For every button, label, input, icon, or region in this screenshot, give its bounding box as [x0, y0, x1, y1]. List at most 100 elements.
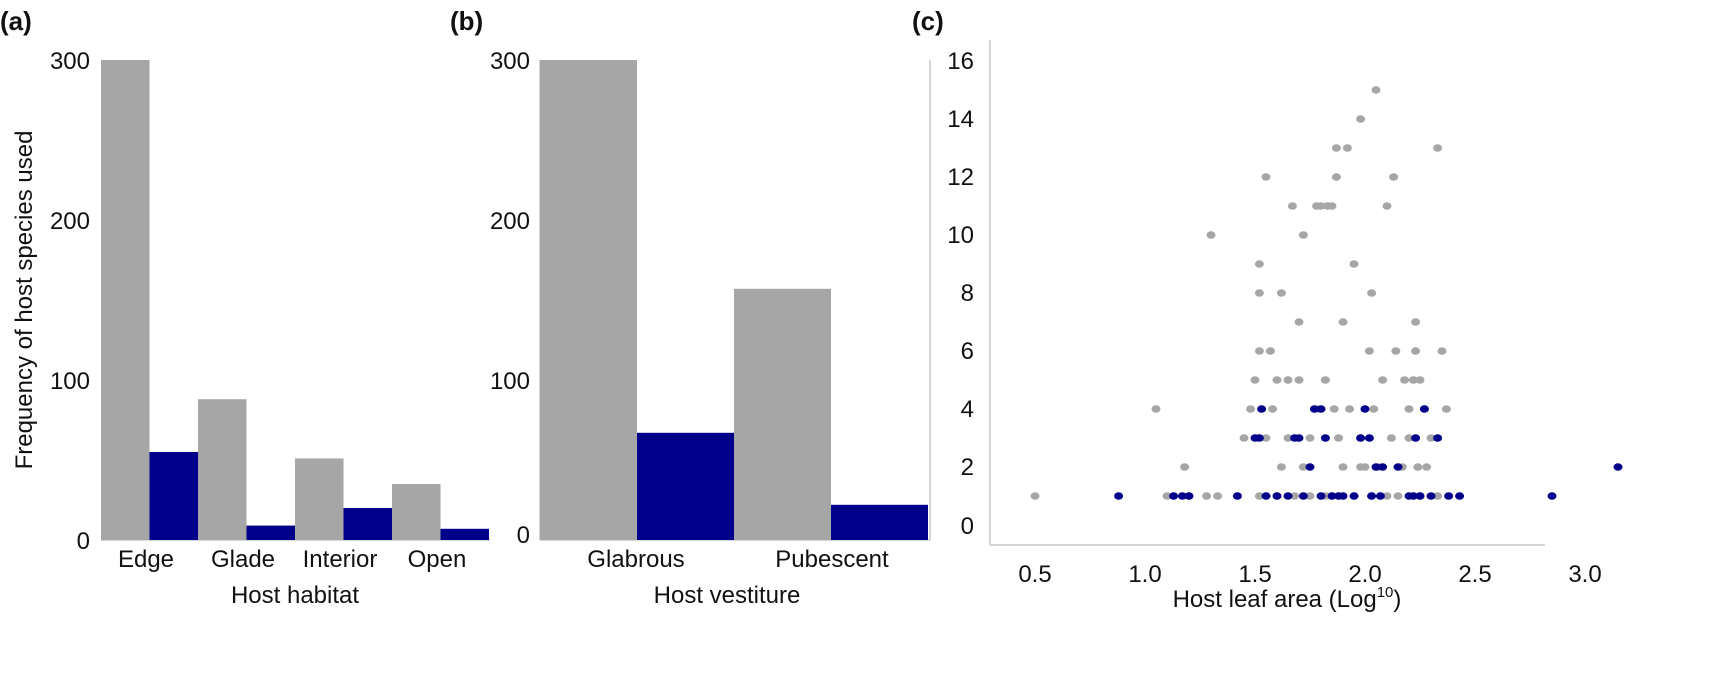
- panel-c-point-blue-24: [1360, 405, 1370, 413]
- panel-c-point-blue-27: [1371, 463, 1381, 471]
- panel-c-point-blue-32: [1408, 492, 1418, 500]
- panel-c-point-gray-63: [1386, 434, 1396, 442]
- panel-c-point-gray-15: [1254, 260, 1264, 268]
- panel-b-y-tick-0: 0: [517, 522, 530, 549]
- panel-a-y-tick-100: 100: [50, 368, 90, 395]
- panel-c-point-gray-27: [1290, 492, 1300, 500]
- panel-c-point-gray-23: [1276, 289, 1286, 297]
- panel-c-point-blue-7: [1257, 405, 1267, 413]
- panel-c-point-gray-84: [1356, 463, 1366, 471]
- panel-a-x-axis-title: Host habitat: [231, 582, 359, 609]
- panel-c-point-gray-29: [1294, 318, 1304, 326]
- panel-c-point-gray-77: [1422, 463, 1432, 471]
- panel-c-point-gray-46: [1338, 463, 1348, 471]
- panel-c-point-gray-85: [1400, 376, 1410, 384]
- panel-c-point-blue-23: [1356, 434, 1366, 442]
- panel-c-point-gray-12: [1254, 492, 1264, 500]
- panel-c-point-gray-14: [1254, 289, 1264, 297]
- panel-c-point-blue-37: [1433, 434, 1443, 442]
- panel-c-point-blue-35: [1419, 405, 1429, 413]
- panel-c-point-gray-78: [1426, 434, 1436, 442]
- panel-c-points: [1030, 86, 1623, 500]
- panel-c-point-gray-47: [1342, 144, 1352, 152]
- panel-a-x-tick-interior: Interior: [303, 546, 378, 573]
- panel-c-point-gray-57: [1369, 405, 1379, 413]
- panel-c-x-tick-3-0: 3.0: [1568, 561, 1601, 588]
- panel-c-point-blue-26: [1367, 492, 1377, 500]
- panel-c-point-gray-72: [1411, 347, 1421, 355]
- panel-c-point-gray-44: [1334, 434, 1344, 442]
- panel-c-x-tick-1-0: 1.0: [1128, 561, 1161, 588]
- panel-a-label: (a): [0, 6, 32, 36]
- panel-c: (c) 0 2 4 6 8 10 12 14 16 0.5 1.0 1.5 2.…: [912, 6, 1623, 613]
- panel-c-x-axis-title-main: Host leaf area (Log: [1173, 586, 1377, 613]
- panel-c-point-gray-30: [1298, 231, 1308, 239]
- panel-c-point-gray-9: [1239, 434, 1249, 442]
- panel-c-point-gray-58: [1371, 86, 1381, 94]
- panel-c-point-gray-51: [1356, 115, 1366, 123]
- panel-c-point-blue-39: [1455, 492, 1465, 500]
- panel-c-y-tick-16: 16: [947, 48, 974, 75]
- panel-c-point-gray-49: [1349, 260, 1359, 268]
- panel-c-point-blue-22: [1349, 492, 1359, 500]
- panel-c-point-gray-60: [1378, 376, 1388, 384]
- panel-c-point-gray-82: [1441, 405, 1451, 413]
- panel-a: (a) Frequency of host species used Host …: [0, 6, 490, 609]
- panel-b-x-axis-title: Host vestiture: [654, 582, 801, 609]
- panel-c-point-gray-7: [1206, 231, 1216, 239]
- panel-c-point-gray-0: [1030, 492, 1040, 500]
- panel-c-x-tick-1-5: 1.5: [1238, 561, 1271, 588]
- panel-c-point-gray-28: [1294, 376, 1304, 384]
- panel-c-point-gray-33: [1305, 434, 1315, 442]
- panel-c-point-blue-17: [1316, 492, 1326, 500]
- panel-c-x-axis-title-sup: 10: [1377, 584, 1394, 601]
- panel-c-point-gray-38: [1320, 376, 1330, 384]
- panel-c-point-gray-68: [1404, 405, 1414, 413]
- panel-c-y-tick-2: 2: [961, 454, 974, 481]
- panel-c-point-blue-1: [1169, 492, 1179, 500]
- panel-c-point-gray-16: [1261, 173, 1271, 181]
- panel-c-point-gray-6: [1213, 492, 1223, 500]
- panel-c-point-gray-80: [1433, 492, 1443, 500]
- panel-c-point-blue-16: [1316, 405, 1326, 413]
- panel-b-bar-pubescent-gray: [734, 288, 831, 540]
- panel-c-point-blue-3: [1184, 492, 1194, 500]
- panel-c-point-gray-65: [1391, 347, 1401, 355]
- panel-c-point-gray-5: [1202, 492, 1212, 500]
- panel-b-bars: [540, 60, 928, 540]
- panel-a-y-axis-title: Frequency of host species used: [11, 131, 38, 470]
- panel-c-point-gray-75: [1415, 376, 1425, 384]
- panel-b-y-tick-100: 100: [490, 368, 530, 395]
- panel-c-label: (c): [912, 6, 944, 36]
- panel-c-point-blue-29: [1378, 463, 1388, 471]
- panel-c-point-blue-15: [1309, 405, 1319, 413]
- panel-c-point-blue-8: [1261, 492, 1271, 500]
- panel-c-point-gray-43: [1331, 173, 1341, 181]
- panel-c-point-gray-36: [1316, 202, 1326, 210]
- panel-b: (b) Host vestiture 0 100 200 300 Glabrou…: [450, 6, 931, 609]
- panel-c-point-gray-1: [1151, 405, 1161, 413]
- panel-c-y-tick-10: 10: [947, 222, 974, 249]
- panel-b-y-tick-200: 200: [490, 208, 530, 235]
- panel-c-y-tick-4: 4: [961, 396, 974, 423]
- panel-c-point-blue-9: [1272, 492, 1282, 500]
- panel-c-point-blue-10: [1283, 492, 1293, 500]
- panel-c-point-gray-71: [1411, 318, 1421, 326]
- panel-c-point-gray-73: [1413, 463, 1423, 471]
- panel-a-bar-glade-blue: [246, 525, 295, 540]
- panel-c-point-gray-40: [1327, 202, 1337, 210]
- panel-c-y-tick-8: 8: [961, 280, 974, 307]
- panel-c-point-gray-69: [1404, 434, 1414, 442]
- panel-c-point-gray-55: [1367, 289, 1377, 297]
- panel-c-y-tick-12: 12: [947, 164, 974, 191]
- panel-c-x-axis-title: Host leaf area (Log10): [1173, 584, 1402, 613]
- panel-b-x-tick-glabrous: Glabrous: [587, 546, 684, 573]
- panel-c-point-blue-33: [1411, 434, 1421, 442]
- panel-c-point-blue-4: [1232, 492, 1242, 500]
- panel-c-point-blue-25: [1364, 434, 1374, 442]
- panel-c-point-blue-38: [1444, 492, 1454, 500]
- panel-c-point-gray-70: [1408, 376, 1418, 384]
- panel-c-point-blue-6: [1254, 434, 1264, 442]
- panel-b-label: (b): [450, 6, 483, 36]
- panel-b-bar-glabrous-gray: [540, 60, 637, 540]
